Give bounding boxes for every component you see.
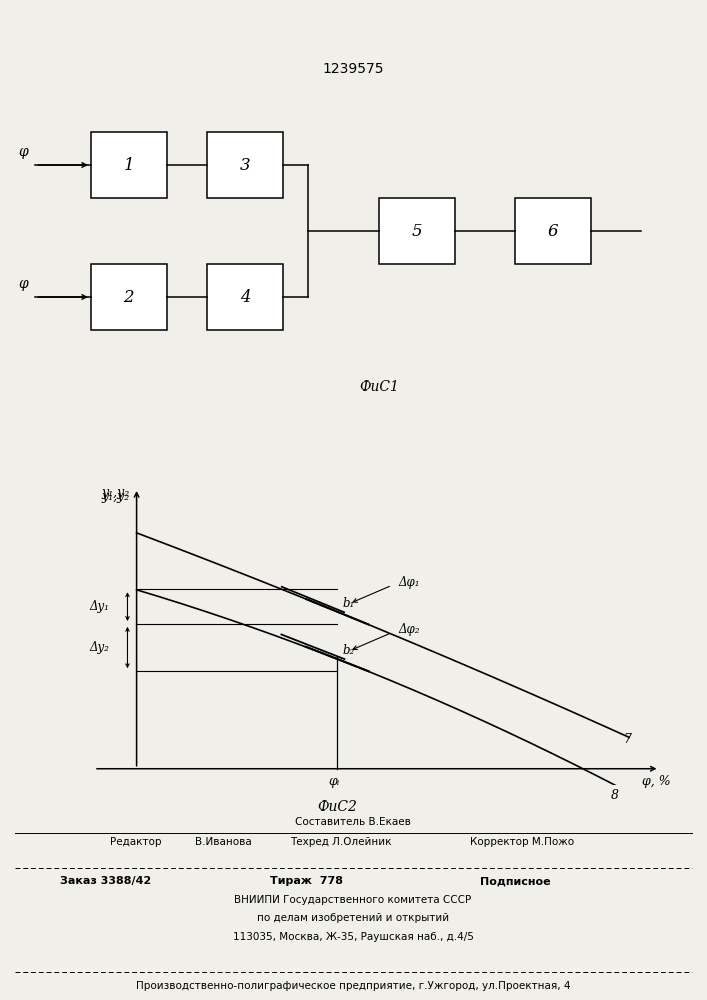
Text: 8: 8 [611, 789, 619, 802]
Text: Производственно-полиграфическое предприятие, г.Ужгород, ул.Проектная, 4: Производственно-полиграфическое предприя… [136, 981, 571, 991]
Bar [515, 198, 591, 264]
Text: Заказ 3388/42: Заказ 3388/42 [60, 876, 151, 886]
Bar [91, 264, 167, 330]
Text: В.Иванова: В.Иванова [195, 837, 252, 847]
Text: 1: 1 [124, 156, 134, 174]
Text: b₂: b₂ [342, 644, 354, 657]
Text: Δφ₁: Δφ₁ [398, 576, 419, 589]
Text: Δy₂: Δy₂ [89, 641, 109, 654]
Text: φᵢ: φᵢ [329, 775, 340, 788]
Bar [91, 132, 167, 198]
Text: 6: 6 [548, 223, 559, 239]
Text: φ: φ [18, 277, 28, 291]
Text: Δy₁: Δy₁ [89, 600, 109, 613]
Text: 4: 4 [240, 288, 250, 306]
Text: φ: φ [18, 145, 28, 159]
Bar [379, 198, 455, 264]
Text: 1239575: 1239575 [323, 62, 384, 76]
Text: Подписное: Подписное [480, 876, 551, 886]
Text: y₁,y₂: y₁,y₂ [101, 490, 129, 503]
Text: φ, %: φ, % [642, 775, 671, 788]
Text: ВНИИПИ Государственного комитета СССР: ВНИИПИ Государственного комитета СССР [235, 895, 472, 905]
Text: 2: 2 [124, 288, 134, 306]
Text: ФиС1: ФиС1 [359, 380, 399, 394]
Text: Δφ₂: Δφ₂ [398, 623, 419, 636]
Bar [207, 132, 283, 198]
Bar [207, 264, 283, 330]
Text: ФиС2: ФиС2 [317, 800, 357, 814]
Text: b₁: b₁ [342, 597, 354, 610]
Text: 5: 5 [411, 223, 422, 239]
Text: y₁,y₂: y₁,y₂ [101, 486, 129, 499]
Text: Редактор: Редактор [110, 837, 161, 847]
Text: 3: 3 [240, 156, 250, 174]
Text: 113035, Москва, Ж-35, Раушская наб., д.4/5: 113035, Москва, Ж-35, Раушская наб., д.4… [233, 932, 474, 942]
Text: 7: 7 [623, 733, 631, 746]
Text: Корректор М.Пожо: Корректор М.Пожо [470, 837, 574, 847]
Text: Тираж  778: Тираж 778 [270, 876, 343, 886]
Text: Техред Л.Олейник: Техред Л.Олейник [290, 837, 392, 847]
Text: по делам изобретений и открытий: по делам изобретений и открытий [257, 913, 449, 923]
Text: Составитель В.Екаев: Составитель В.Екаев [295, 817, 411, 827]
